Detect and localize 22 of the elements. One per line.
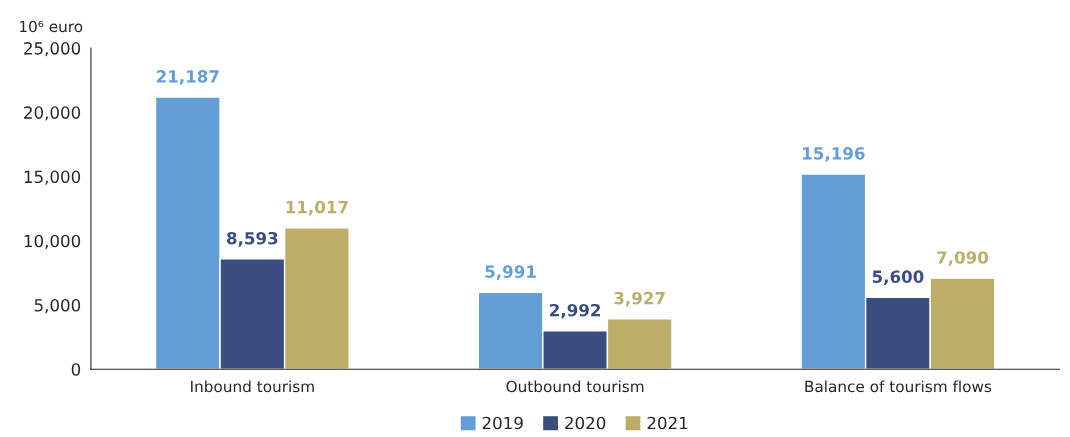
y-axis-title: 10⁶ euro bbox=[20, 20, 83, 33]
data-label: 5,991 bbox=[485, 265, 536, 281]
data-label: 15,196 bbox=[803, 147, 865, 162]
legend-label: 2020 bbox=[565, 416, 606, 430]
x-tick-label: Balance of tourism flows bbox=[805, 380, 992, 393]
data-label: 8,593 bbox=[227, 231, 278, 247]
data-label: 7,090 bbox=[937, 251, 989, 266]
y-tick-label: 20,000 bbox=[24, 106, 81, 121]
data-label: 2,992 bbox=[550, 303, 601, 319]
y-tick-label: 10,000 bbox=[24, 234, 81, 250]
x-tick-label: Inbound tourism bbox=[191, 380, 314, 393]
data-label: 3,927 bbox=[614, 291, 665, 307]
y-tick-label: 25,000 bbox=[24, 42, 81, 57]
legend-label: 2021 bbox=[647, 416, 688, 430]
x-tick-label: Outbound tourism bbox=[506, 380, 644, 393]
y-tick-label: 0 bbox=[71, 363, 81, 376]
data-label: 11,017 bbox=[286, 200, 348, 216]
data-label: 21,187 bbox=[156, 70, 219, 85]
data-label: 5,600 bbox=[872, 270, 924, 286]
y-tick-label: 15,000 bbox=[24, 170, 81, 185]
y-tick-label: 5,000 bbox=[34, 298, 81, 314]
legend-label: 2019 bbox=[482, 416, 523, 430]
